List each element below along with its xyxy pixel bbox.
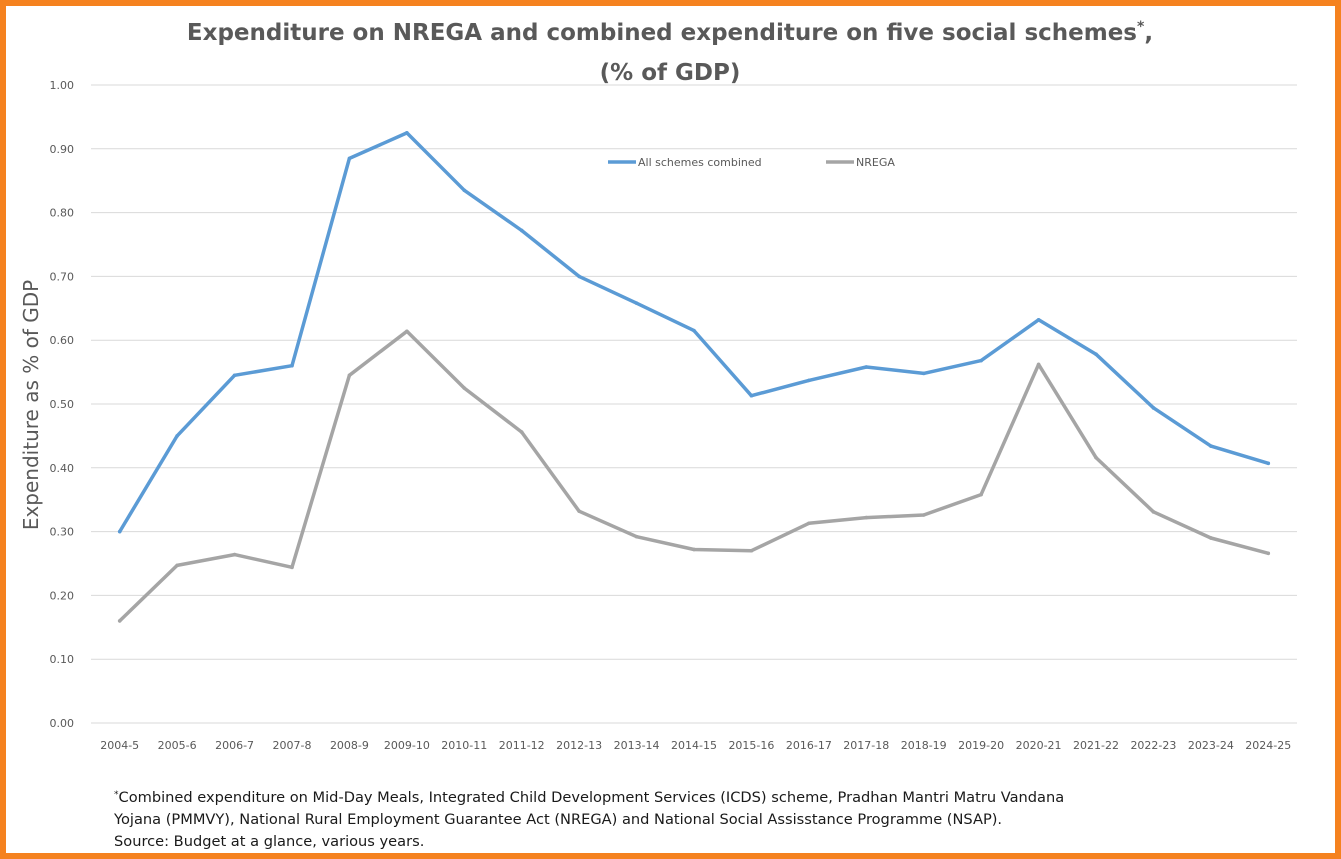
y-tick-label: 0.50 <box>50 398 75 411</box>
footnote-line-1: *Combined expenditure on Mid-Day Meals, … <box>114 784 1314 809</box>
data-point <box>1266 461 1271 466</box>
x-tick-label: 2016-17 <box>786 739 832 752</box>
x-tick-label: 2022-23 <box>1130 739 1176 752</box>
x-tick-label: 2020-21 <box>1016 739 1062 752</box>
y-tick-labels: 0.00 0.10 0.20 0.30 0.40 0.50 0.60 0.70 0.80 0.90… <box>50 79 75 730</box>
footnote-text-1: Combined expenditure on Mid-Day Meals, I… <box>118 789 1065 806</box>
data-point <box>117 529 122 534</box>
data-point <box>1151 510 1156 514</box>
legend-label-nrega: NREGA <box>856 156 895 169</box>
y-tick-label: 0.00 <box>50 717 75 730</box>
data-point <box>1094 455 1098 460</box>
data-point <box>577 509 581 513</box>
data-point <box>519 430 524 434</box>
data-point <box>462 386 467 390</box>
y-tick-label: 0.70 <box>50 270 75 283</box>
x-tick-label: 2005-6 <box>158 739 197 752</box>
x-tick-label: 2015-16 <box>728 739 774 752</box>
footnote: *Combined expenditure on Mid-Day Meals, … <box>114 784 1314 853</box>
data-point <box>232 552 237 557</box>
x-tick-label: 2007-8 <box>273 739 312 752</box>
footnote-line-2: Yojana (PMMVY), National Rural Employmen… <box>114 811 1003 828</box>
data-point <box>1209 536 1213 540</box>
y-tick-label: 0.20 <box>50 589 75 602</box>
footnote-marker: * <box>114 790 119 800</box>
data-point <box>290 363 294 368</box>
data-point <box>692 547 696 552</box>
chart-subtitle: (% of GDP) <box>600 60 741 86</box>
y-tick-label: 1.00 <box>50 79 75 92</box>
data-point <box>1266 551 1271 556</box>
data-point <box>1094 352 1098 357</box>
x-tick-label: 2009-10 <box>384 739 430 752</box>
data-point <box>1036 317 1041 322</box>
data-point <box>979 492 983 497</box>
data-point <box>405 329 409 334</box>
data-point <box>347 373 352 378</box>
data-point <box>1209 444 1213 448</box>
y-tick-label: 0.60 <box>50 334 75 347</box>
x-tick-label: 2012-13 <box>556 739 602 752</box>
data-point <box>749 548 754 553</box>
y-tick-label: 0.40 <box>50 462 75 475</box>
data-point <box>634 301 639 305</box>
y-axis-label: Expenditure as % of GDP <box>19 280 43 530</box>
x-tick-label: 2017-18 <box>843 739 889 752</box>
data-point <box>1151 406 1156 410</box>
x-tick-label: 2014-15 <box>671 739 717 752</box>
series-lines <box>117 131 1271 623</box>
data-point <box>1036 362 1041 367</box>
x-tick-label: 2024-25 <box>1245 739 1291 752</box>
data-point <box>175 563 179 568</box>
x-tick-label: 2021-22 <box>1073 739 1119 752</box>
data-point <box>749 393 754 398</box>
x-tick-label: 2011-12 <box>499 739 545 752</box>
y-tick-label: 0.10 <box>50 653 75 666</box>
data-point <box>117 619 122 623</box>
data-point <box>634 534 639 539</box>
x-tick-label: 2018-19 <box>901 739 947 752</box>
chart-title: Expenditure on NREGA and combined expend… <box>187 19 1153 46</box>
data-point <box>921 513 926 517</box>
x-tick-label: 2004-5 <box>100 739 139 752</box>
x-tick-label: 2013-14 <box>614 739 660 752</box>
series-line-nrega <box>117 329 1271 623</box>
data-point <box>807 521 811 526</box>
data-point <box>921 371 926 376</box>
data-point <box>692 328 696 333</box>
grid-lines <box>91 84 1297 724</box>
legend-label-all-schemes: All schemes combined <box>638 156 762 169</box>
y-tick-label: 0.80 <box>50 207 75 220</box>
x-tick-label: 2019-20 <box>958 739 1004 752</box>
data-point <box>864 515 869 520</box>
y-tick-label: 0.30 <box>50 526 75 539</box>
x-tick-label: 2023-24 <box>1188 739 1234 752</box>
x-tick-label: 2010-11 <box>441 739 487 752</box>
data-point <box>519 228 524 233</box>
data-point <box>405 131 409 135</box>
data-point <box>232 373 237 378</box>
legend: All schemes combined NREGA <box>608 156 895 169</box>
x-tick-labels: 2004-5 2005-6 2006-7 2007-8 2008-9 2009-10 201… <box>100 739 1291 752</box>
data-point <box>864 365 869 369</box>
footnote-source: Source: Budget at a glance, various year… <box>114 833 425 850</box>
data-point <box>462 188 467 193</box>
y-tick-label: 0.90 <box>50 143 75 156</box>
x-tick-label: 2008-9 <box>330 739 369 752</box>
x-tick-label: 2006-7 <box>215 739 254 752</box>
data-point <box>290 565 294 570</box>
data-point <box>807 378 811 383</box>
data-point <box>347 156 352 161</box>
data-point <box>979 358 983 363</box>
data-point <box>175 434 179 438</box>
data-point <box>577 274 581 279</box>
